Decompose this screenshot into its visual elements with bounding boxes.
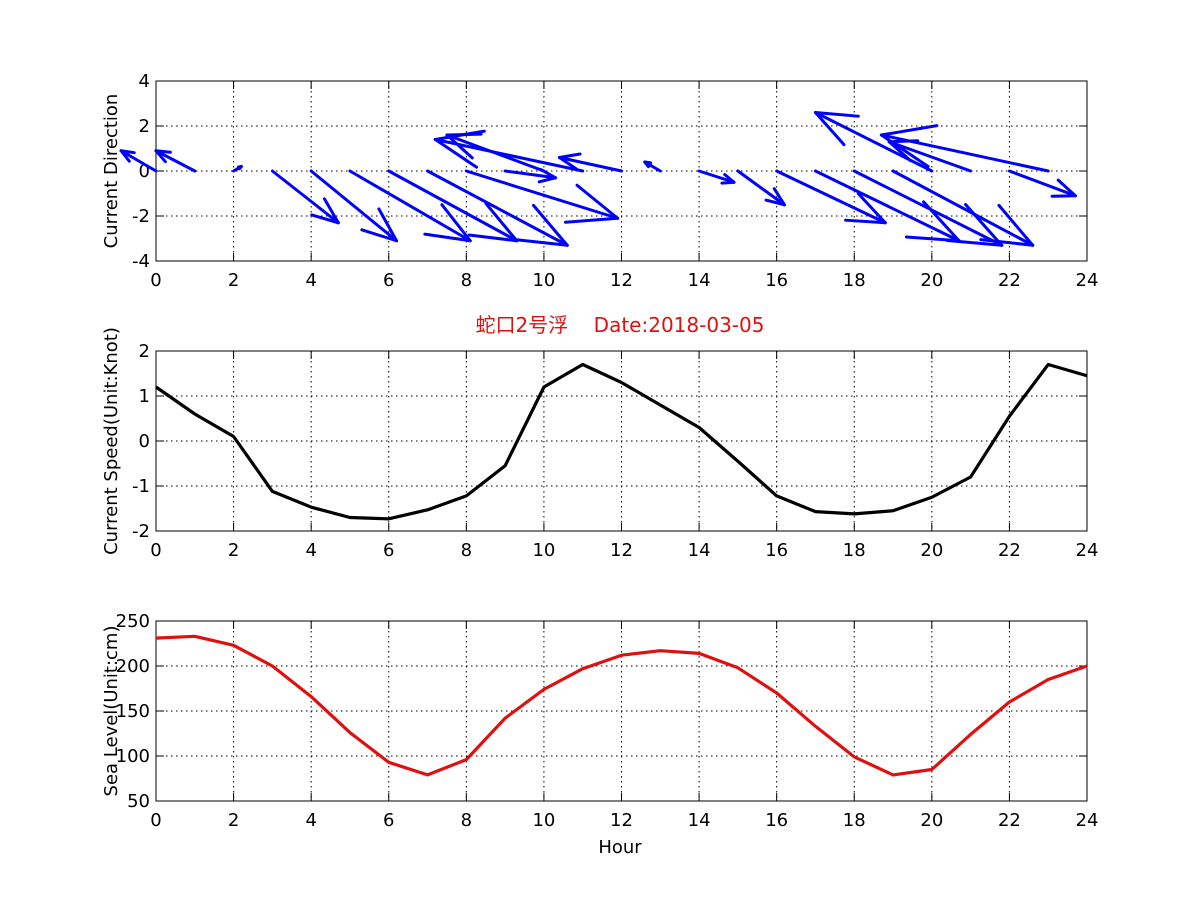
speed-xtick-label: 22 bbox=[998, 540, 1021, 561]
speed-xtick-label: 4 bbox=[305, 540, 316, 561]
speed-ytick-label: 1 bbox=[139, 386, 150, 407]
speed-xtick-label: 18 bbox=[843, 540, 866, 561]
sealevel-ytick-label: 250 bbox=[116, 611, 150, 632]
direction-xtick-label: 18 bbox=[843, 270, 866, 291]
current-vector-arrow bbox=[119, 149, 158, 173]
sealevel-xtick-label: 10 bbox=[532, 810, 555, 831]
speed-series-line bbox=[155, 362, 1088, 521]
speed-xtick-label: 10 bbox=[532, 540, 555, 561]
sealevel-series-line bbox=[155, 634, 1088, 777]
direction-xtick-label: 2 bbox=[228, 270, 239, 291]
direction-xtick-label: 4 bbox=[305, 270, 316, 291]
speed-ytick-label: 2 bbox=[139, 341, 150, 362]
current-vector-arrow bbox=[348, 169, 472, 243]
current-vector-arrow bbox=[1007, 169, 1077, 198]
current-vector-arrow bbox=[736, 169, 786, 207]
speed-xtick-label: 14 bbox=[688, 540, 711, 561]
direction-xtick-label: 12 bbox=[610, 270, 633, 291]
speed-ytick-label: -1 bbox=[132, 476, 150, 497]
current-vector-arrow bbox=[154, 149, 197, 173]
direction-ytick-label: 0 bbox=[139, 161, 150, 182]
direction-ytick-label: 2 bbox=[139, 116, 150, 137]
direction-xtick-label: 16 bbox=[765, 270, 788, 291]
sealevel-ylabel: Sea Level(Unit:cm) bbox=[101, 626, 122, 797]
current-vector-arrow bbox=[270, 169, 340, 225]
current-vector-arrow bbox=[464, 169, 620, 224]
direction-xtick-label: 10 bbox=[532, 270, 555, 291]
speed-xtick-label: 0 bbox=[150, 540, 161, 561]
sealevel-xtick-label: 18 bbox=[843, 810, 866, 831]
current-vector-arrow bbox=[775, 169, 887, 225]
sealevel-ytick-label: 100 bbox=[116, 746, 150, 767]
current-vector-arrow bbox=[232, 165, 243, 173]
current-vector-arrow bbox=[879, 124, 1050, 173]
sealevel-xtick-label: 14 bbox=[688, 810, 711, 831]
sealevel-xtick-label: 8 bbox=[461, 810, 472, 831]
sealevel-xtick-label: 24 bbox=[1076, 810, 1099, 831]
sealevel-xtick-label: 16 bbox=[765, 810, 788, 831]
sealevel-xtick-label: 12 bbox=[610, 810, 633, 831]
sealevel-ytick-label: 50 bbox=[127, 791, 150, 812]
direction-ytick-label: 4 bbox=[139, 71, 150, 92]
direction-xtick-label: 8 bbox=[461, 270, 472, 291]
direction-xtick-label: 22 bbox=[998, 270, 1021, 291]
current-vector-arrow bbox=[309, 169, 399, 243]
current-vector-arrow bbox=[433, 129, 585, 173]
sealevel-xtick-label: 0 bbox=[150, 810, 161, 831]
direction-ytick-label: -4 bbox=[132, 251, 150, 272]
sealevel-xtick-label: 20 bbox=[920, 810, 943, 831]
speed-ylabel: Current Speed(Unit:Knot) bbox=[101, 327, 122, 555]
direction-xtick-label: 24 bbox=[1076, 270, 1099, 291]
direction-ytick-label: -2 bbox=[132, 206, 150, 227]
current-vector-arrow bbox=[643, 160, 662, 173]
direction-xtick-label: 20 bbox=[920, 270, 943, 291]
current-vector-arrow bbox=[387, 169, 519, 243]
current-vector-arrow bbox=[426, 169, 569, 247]
direction-xtick-label: 0 bbox=[150, 270, 161, 291]
speed-ytick-label: 0 bbox=[139, 431, 150, 452]
direction-xtick-label: 14 bbox=[688, 270, 711, 291]
sealevel-xtick-label: 4 bbox=[305, 810, 316, 831]
sealevel-ytick-label: 200 bbox=[116, 656, 150, 677]
speed-xtick-label: 16 bbox=[765, 540, 788, 561]
speed-ytick-label: -2 bbox=[132, 521, 150, 542]
direction-xtick-label: 6 bbox=[383, 270, 394, 291]
current-vector-arrow bbox=[891, 169, 1035, 247]
sealevel-ytick-label: 150 bbox=[116, 701, 150, 722]
speed-xtick-label: 6 bbox=[383, 540, 394, 561]
sealevel-xtick-label: 6 bbox=[383, 810, 394, 831]
figure-title: 蛇口2号浮 Date:2018-03-05 bbox=[476, 313, 765, 337]
speed-xtick-label: 24 bbox=[1076, 540, 1099, 561]
current-vector-arrow bbox=[557, 152, 623, 173]
speed-xtick-label: 20 bbox=[920, 540, 943, 561]
speed-xtick-label: 12 bbox=[610, 540, 633, 561]
direction-ylabel: Current Direction bbox=[101, 94, 122, 249]
speed-xtick-label: 8 bbox=[461, 540, 472, 561]
current-vector-arrow bbox=[813, 111, 934, 173]
current-vector-arrow bbox=[697, 169, 736, 185]
speed-xtick-label: 2 bbox=[228, 540, 239, 561]
sealevel-xtick-label: 2 bbox=[228, 810, 239, 831]
sealevel-xtick-label: 22 bbox=[998, 810, 1021, 831]
x-axis-label: Hour bbox=[598, 837, 642, 858]
